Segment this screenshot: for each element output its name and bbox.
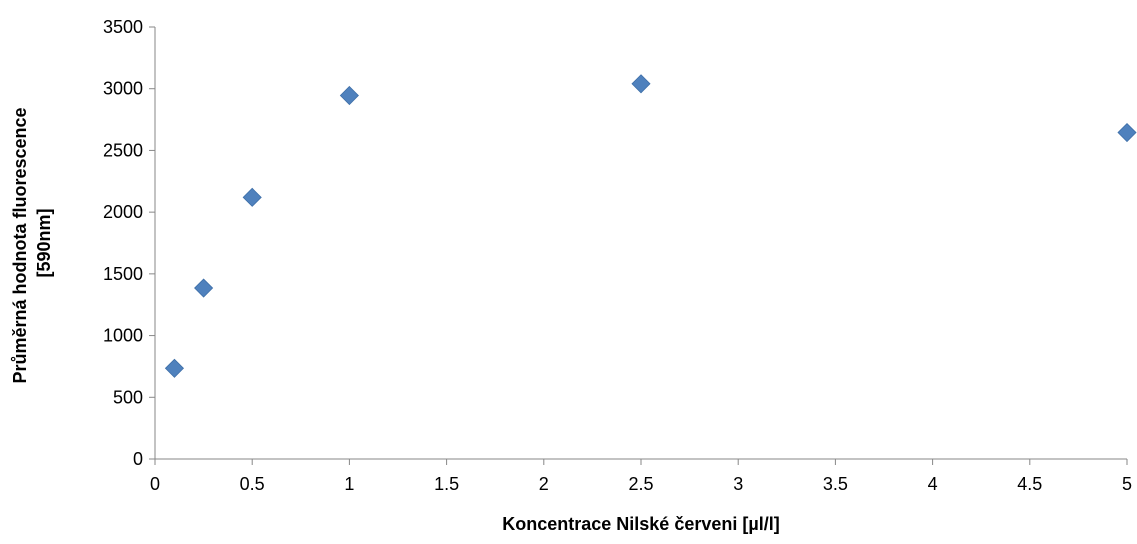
x-tick-label: 0.5 <box>240 474 265 494</box>
x-tick-label: 4.5 <box>1017 474 1042 494</box>
axes: 0 500 1000 1500 2000 2500 3000 3500 0 0.5 1 1.5 2 2.… <box>103 17 1132 494</box>
y-tick-label: 2000 <box>103 202 143 222</box>
y-tick-label: 3500 <box>103 17 143 37</box>
x-tick-label: 2.5 <box>628 474 653 494</box>
data-point <box>194 278 214 298</box>
data-point <box>164 358 185 378</box>
y-axis-title: Průměrná hodnota fluorescence [590nm] <box>10 102 54 383</box>
y-tick-label: 2500 <box>103 140 143 160</box>
x-tick-label: 1.5 <box>434 474 459 494</box>
data-point <box>1117 122 1137 143</box>
x-tick-label: 3.5 <box>823 474 848 494</box>
x-axis-title: Koncentrace Nilské červeni [µl/l] <box>502 514 779 534</box>
y-tick-label: 1000 <box>103 326 143 346</box>
x-tick-label: 3 <box>733 474 743 494</box>
y-axis-ticks: 0 500 1000 1500 2000 2500 3000 3500 <box>103 17 155 469</box>
x-tick-label: 1 <box>344 474 354 494</box>
y-tick-label: 0 <box>133 449 143 469</box>
y-axis-title-line-1: Průměrná hodnota fluorescence <box>10 107 30 383</box>
y-axis-title-line-2: [590nm] <box>34 208 54 277</box>
y-tick-label: 1500 <box>103 264 143 284</box>
y-tick-label: 3000 <box>103 79 143 99</box>
x-tick-label: 4 <box>928 474 938 494</box>
y-tick-label: 500 <box>113 387 143 407</box>
x-tick-label: 2 <box>539 474 549 494</box>
data-point <box>339 85 359 106</box>
data-point <box>242 187 262 207</box>
data-points <box>164 74 1137 378</box>
x-axis-ticks: 0 0.5 1 1.5 2 2.5 3 3.5 4 4.5 5 <box>150 459 1132 494</box>
x-tick-label: 5 <box>1122 474 1132 494</box>
data-point <box>631 74 651 94</box>
x-tick-label: 0 <box>150 474 160 494</box>
